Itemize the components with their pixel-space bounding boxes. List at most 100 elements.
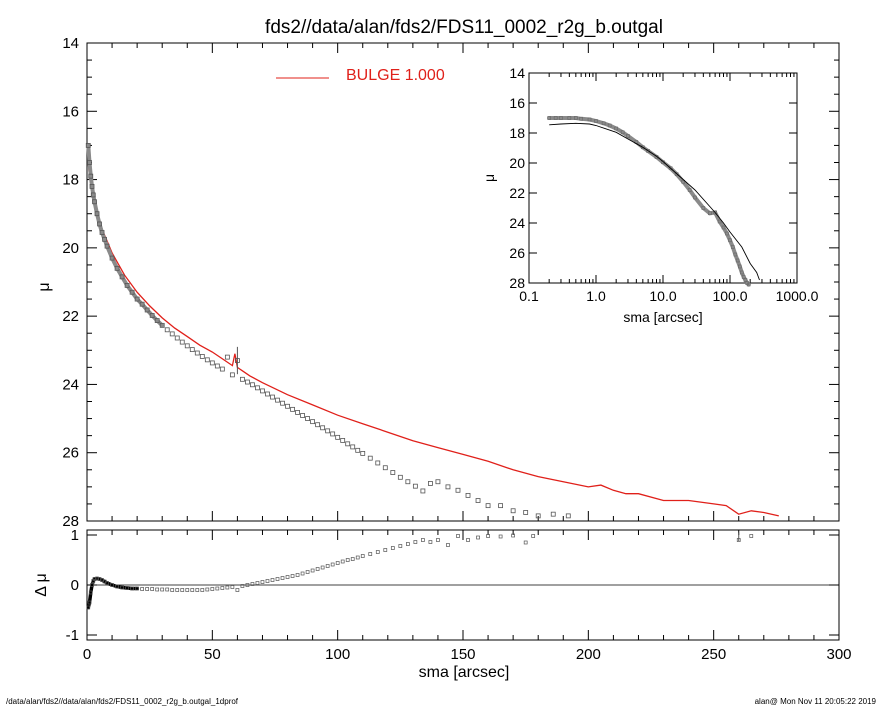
- data-point: [97, 221, 102, 227]
- residual-point: [749, 534, 754, 538]
- residual-point: [498, 534, 503, 539]
- residual-point: [466, 538, 470, 542]
- data-point: [390, 470, 396, 475]
- data-point: [310, 419, 316, 425]
- residual-point: [368, 552, 373, 556]
- residual-point: [265, 579, 270, 583]
- x-tick-label: 50: [204, 646, 221, 663]
- residual-point: [135, 586, 139, 591]
- inset-x-tick-label: 1.0: [586, 288, 606, 304]
- residual-point: [335, 561, 340, 565]
- data-point: [397, 474, 403, 480]
- data-point: [104, 243, 110, 249]
- residual-y-tick-label: 0: [71, 577, 79, 594]
- residual-point: [413, 540, 418, 544]
- data-point: [219, 366, 225, 372]
- data-point: [330, 431, 336, 437]
- inset-data-point: [594, 119, 598, 123]
- inset-data-point: [713, 210, 717, 215]
- residual-point: [175, 588, 180, 592]
- x-tick-label: 250: [701, 646, 726, 663]
- data-point: [498, 503, 504, 509]
- data-point: [445, 484, 451, 490]
- inset-data-point: [708, 211, 712, 216]
- data-point: [260, 388, 265, 394]
- residual-point: [200, 588, 205, 592]
- residual-y-tick-label: -1: [66, 627, 79, 644]
- inset-data-point: [687, 188, 692, 192]
- residual-point: [160, 587, 165, 592]
- legend-label-bulge: BULGE 1.000: [346, 67, 445, 84]
- residual-point: [270, 578, 275, 582]
- residual-point: [220, 586, 225, 590]
- inset-x-tick-label: 1000.0: [776, 288, 819, 304]
- inset-data-point: [547, 116, 551, 120]
- data-point: [485, 503, 491, 509]
- inset-y-tick-label: 26: [509, 245, 525, 261]
- data-point: [355, 447, 361, 453]
- inset-data-point: [641, 145, 645, 150]
- main-y-axis-label: μ: [36, 282, 53, 291]
- data-point: [265, 391, 270, 397]
- data-point: [164, 327, 170, 333]
- main-y-tick-label: 20: [62, 240, 79, 257]
- data-point: [285, 403, 290, 409]
- residual-point: [340, 559, 345, 564]
- residual-point: [195, 588, 200, 592]
- inset-data-point: [553, 116, 558, 120]
- data-point: [144, 307, 150, 313]
- residual-point: [428, 540, 433, 544]
- data-point: [119, 274, 125, 280]
- residual-point: [87, 600, 92, 605]
- residual-point: [88, 590, 93, 595]
- residual-point: [170, 588, 175, 592]
- inset-x-axis-label: sma [arcsec]: [623, 309, 702, 325]
- residual-point: [531, 534, 536, 538]
- residual-point: [486, 534, 490, 538]
- residual-point: [130, 586, 134, 591]
- inset-data-point: [701, 206, 706, 210]
- x-tick-labels: 0 50 100 150 200 250 300: [83, 646, 852, 663]
- data-point: [360, 450, 366, 456]
- inset-data-point: [739, 270, 744, 275]
- residual-point: [436, 538, 440, 542]
- residual-point: [375, 550, 380, 554]
- residual-data-series: [86, 532, 839, 610]
- data-point: [255, 385, 260, 391]
- residual-point: [97, 577, 102, 581]
- residual-point: [355, 555, 360, 560]
- inset-data-point: [746, 282, 751, 287]
- data-point: [159, 322, 165, 328]
- residual-point: [315, 567, 320, 571]
- residual-point: [390, 546, 395, 550]
- data-point: [92, 199, 97, 205]
- inset-x-tick-label: 100.0: [712, 288, 747, 304]
- residual-point: [446, 543, 450, 547]
- inset-data-point: [567, 116, 572, 120]
- data-point: [275, 397, 280, 403]
- data-point: [465, 492, 471, 498]
- residual-point: [325, 564, 330, 568]
- inset-data-point: [614, 126, 618, 131]
- inset-data-point: [620, 130, 625, 135]
- residual-y-tick-label: 1: [71, 527, 79, 544]
- x-tick-label: 150: [450, 646, 475, 663]
- data-point: [565, 513, 571, 519]
- residual-point: [280, 576, 285, 580]
- data-point: [114, 265, 120, 271]
- x-axis-label: sma [arcsec]: [419, 664, 510, 681]
- data-point: [134, 296, 140, 302]
- residual-point: [255, 581, 260, 585]
- residual-point: [190, 588, 195, 592]
- residual-point: [145, 587, 150, 591]
- main-y-tick-label: 24: [62, 376, 79, 393]
- inset-data-series: [547, 116, 760, 287]
- residual-plot-panel: -101 0 50 100 150 200 250 300 Δ μ sma [arcsec]: [33, 527, 852, 681]
- main-plot-panel: 14 16 18 20 22 24 26 28 BULGE 1.000 μ: [36, 35, 840, 530]
- inset-data-point: [579, 116, 583, 121]
- inset-data-point: [725, 231, 729, 236]
- residual-tick-marks: [86, 530, 840, 640]
- data-point: [89, 183, 95, 189]
- residual-point: [105, 581, 109, 585]
